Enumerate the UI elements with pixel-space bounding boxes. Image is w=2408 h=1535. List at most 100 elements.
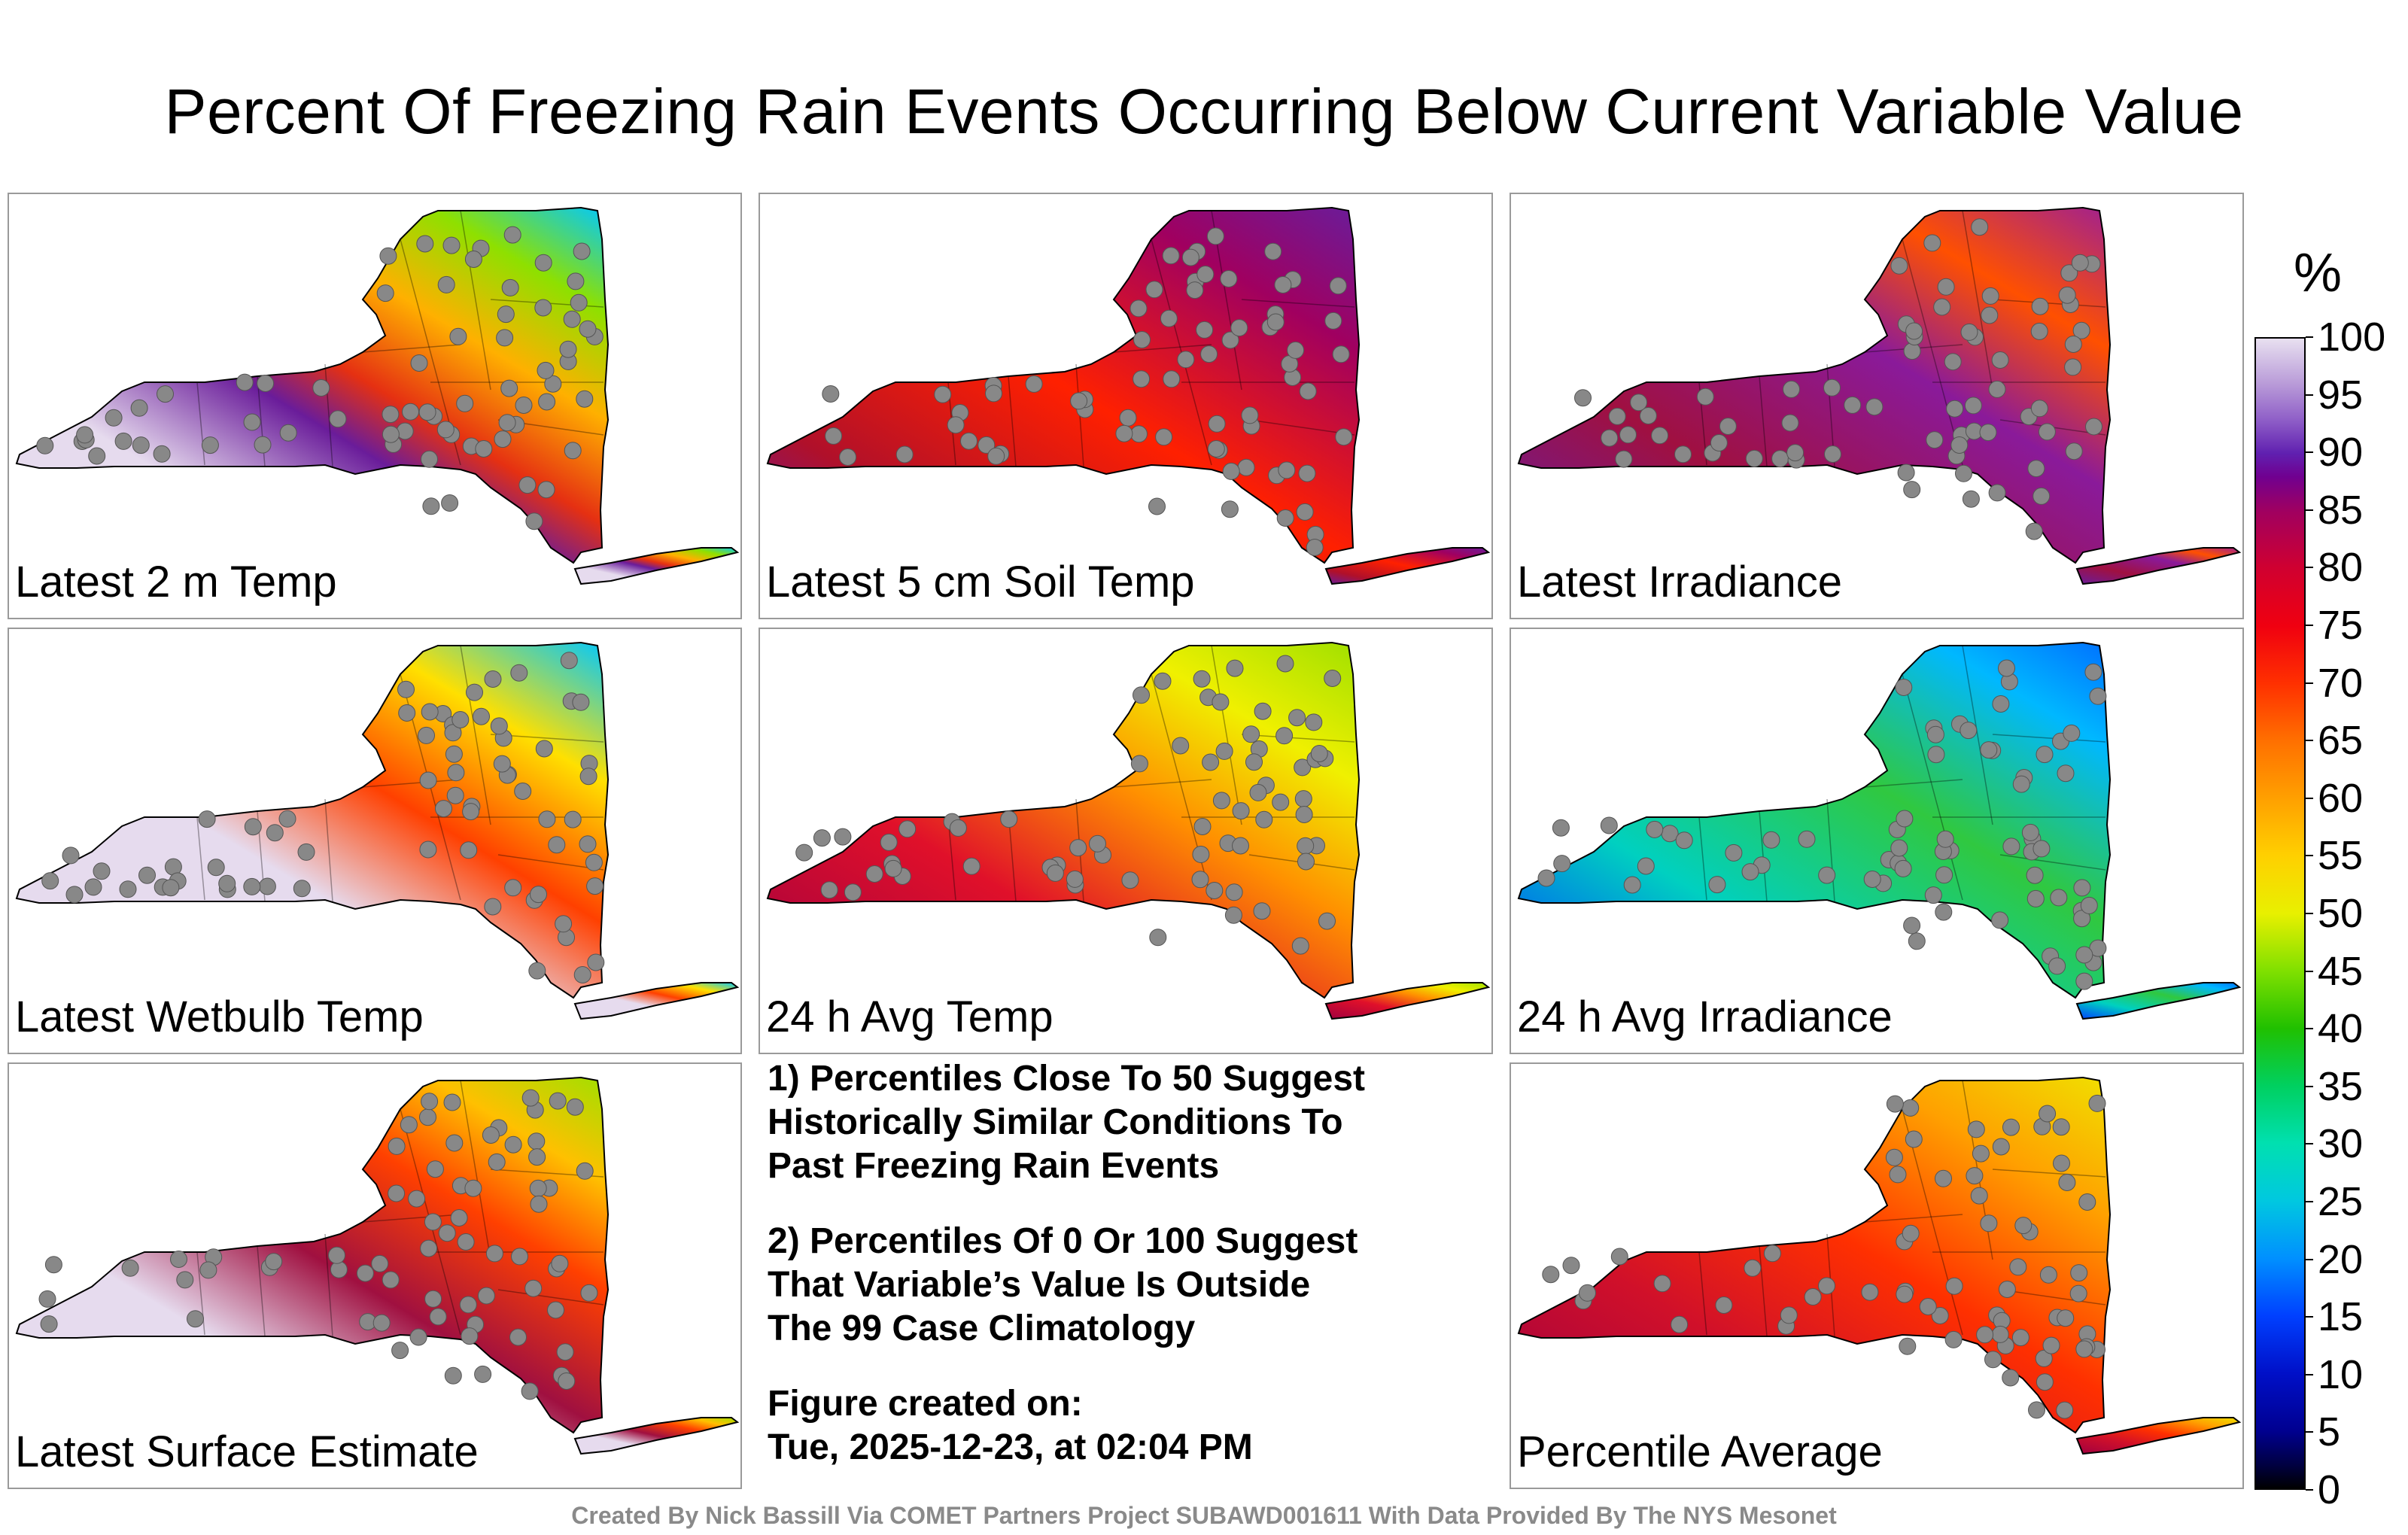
station-marker <box>1181 248 1199 266</box>
station-marker <box>962 857 981 875</box>
station-marker <box>2080 896 2098 914</box>
station-marker <box>1000 810 1018 828</box>
station-marker <box>1601 429 1619 447</box>
county-boundary <box>460 1080 491 1260</box>
station-marker <box>391 1342 409 1360</box>
station-marker <box>947 416 965 434</box>
station-marker <box>2053 1154 2070 1172</box>
station-marker <box>2089 687 2107 705</box>
station-marker <box>1298 464 1316 482</box>
note-percentiles-0-100: 2) Percentiles Of 0 Or 100 Suggest That … <box>768 1221 1358 1348</box>
station-marker <box>1927 746 1945 764</box>
station-marker <box>1971 218 1989 236</box>
station-marker <box>1220 270 1238 287</box>
station-marker <box>1981 287 1999 305</box>
station-marker <box>1241 406 1259 424</box>
map-latest-2m-temp <box>15 206 740 585</box>
station-marker <box>497 305 515 324</box>
station-marker <box>382 406 400 424</box>
station-marker <box>2002 1369 2020 1387</box>
long-island-outline <box>573 1417 740 1455</box>
station-marker <box>1133 331 1151 348</box>
station-marker <box>2039 1266 2057 1284</box>
station-marker <box>1249 783 1267 801</box>
station-marker <box>1287 341 1305 359</box>
colorbar-tick-label: 65 <box>2318 718 2364 764</box>
station-marker <box>2075 946 2093 964</box>
station-marker <box>38 1290 56 1308</box>
station-marker <box>418 726 435 744</box>
station-marker <box>410 354 428 372</box>
station-marker <box>537 481 555 499</box>
station-marker <box>1976 1326 1994 1344</box>
station-marker <box>398 704 416 722</box>
station-marker <box>459 1296 477 1314</box>
station-marker <box>530 1195 548 1213</box>
station-marker <box>198 810 216 828</box>
station-marker <box>548 836 566 854</box>
station-marker <box>1230 319 1248 337</box>
station-marker <box>2033 840 2051 858</box>
station-marker <box>511 1248 528 1266</box>
station-marker <box>1998 1281 2016 1298</box>
county-boundary <box>1992 299 2106 308</box>
station-marker <box>1196 266 1215 283</box>
notes-block: 1) Percentiles Close To 50 Suggest Histo… <box>768 1057 1490 1470</box>
station-marker <box>1121 871 1139 889</box>
station-marker <box>2002 837 2020 856</box>
station-marker <box>121 1259 139 1277</box>
station-marker <box>825 427 843 445</box>
station-marker <box>464 251 482 268</box>
station-marker <box>1744 1259 1762 1277</box>
station-marker <box>1992 695 2010 713</box>
station-marker <box>1297 837 1315 855</box>
station-marker <box>41 872 59 890</box>
station-marker <box>1980 1214 1998 1233</box>
station-marker <box>382 425 400 443</box>
station-marker <box>556 1343 574 1361</box>
long-island-outline <box>2075 1417 2242 1455</box>
county-boundary <box>1759 1245 1768 1337</box>
station-marker <box>1964 397 1982 415</box>
long-island-outline <box>573 982 740 1020</box>
station-marker <box>2031 297 2049 315</box>
station-marker <box>1935 1169 1952 1187</box>
colorbar-tick-label: 30 <box>2318 1121 2364 1167</box>
station-marker <box>1944 353 1962 371</box>
station-marker <box>1885 1148 1903 1166</box>
station-marker <box>444 1366 462 1385</box>
station-marker <box>1200 345 1218 363</box>
station-marker <box>419 1108 436 1126</box>
station-marker <box>1177 351 1195 369</box>
colorbar-tick-label: 15 <box>2318 1294 2364 1340</box>
station-marker <box>834 828 852 846</box>
station-marker <box>1675 831 1693 850</box>
panel-label: Latest 2 m Temp <box>15 558 337 606</box>
station-marker <box>1335 428 1353 446</box>
station-marker <box>1865 398 1884 416</box>
station-marker <box>1771 450 1789 468</box>
station-marker <box>509 1328 527 1346</box>
state-outline <box>766 206 1361 564</box>
panel-latest-2m-temp: Latest 2 m Temp <box>8 193 742 619</box>
station-marker <box>518 476 537 494</box>
station-marker <box>2070 1264 2088 1282</box>
colorbar-tick-mark <box>2306 797 2313 799</box>
station-marker <box>422 497 440 515</box>
station-marker <box>537 361 555 379</box>
station-marker <box>1863 871 1881 888</box>
station-marker <box>444 724 462 742</box>
panel-latest-irradiance: Latest Irradiance <box>1510 193 2244 619</box>
station-marker <box>1725 843 1743 862</box>
station-marker <box>1945 1277 1963 1295</box>
station-marker <box>105 409 123 427</box>
station-marker <box>257 375 275 392</box>
station-marker <box>437 275 455 293</box>
station-marker <box>1763 1245 1781 1263</box>
figure-title: Percent Of Freezing Rain Events Occurrin… <box>164 76 2244 147</box>
station-marker <box>1278 461 1296 479</box>
station-marker <box>460 841 478 859</box>
station-marker <box>1984 1351 2002 1369</box>
panel-label: Latest Surface Estimate <box>15 1427 479 1476</box>
station-marker <box>1608 407 1626 425</box>
